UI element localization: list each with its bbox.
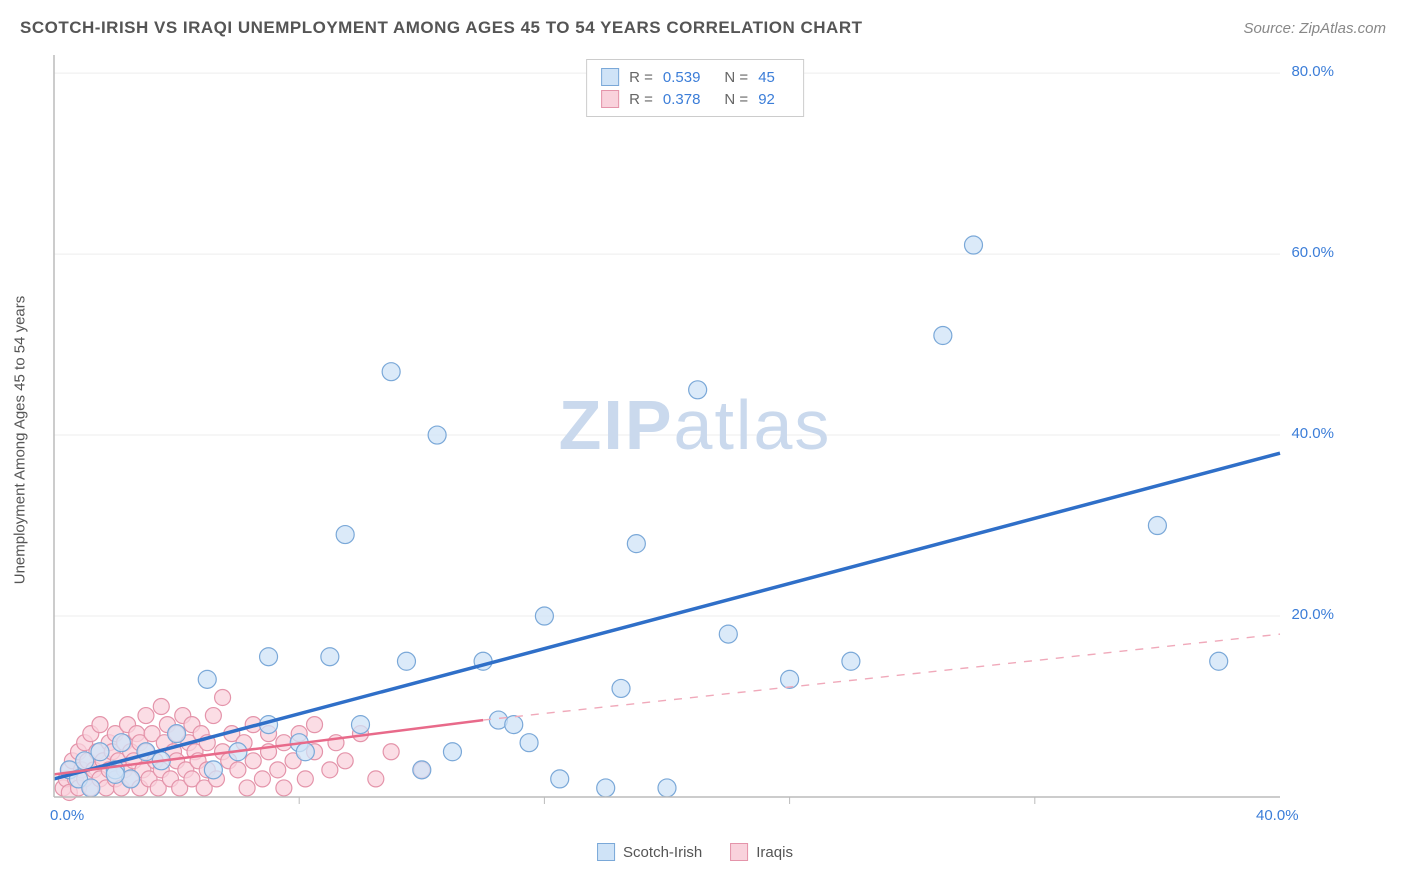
y-tick-label: 40.0%	[1291, 425, 1334, 442]
swatch-icon	[597, 843, 615, 861]
chart-area: Unemployment Among Ages 45 to 54 years Z…	[50, 55, 1340, 825]
chart-title: SCOTCH-IRISH VS IRAQI UNEMPLOYMENT AMONG…	[20, 18, 862, 38]
y-tick-label: 80.0%	[1291, 63, 1334, 80]
y-tick-label: 60.0%	[1291, 244, 1334, 261]
swatch-icon	[730, 843, 748, 861]
source-label: Source: ZipAtlas.com	[1243, 20, 1386, 37]
legend-stats: R = 0.539 N = 45 R = 0.378 N = 92	[586, 59, 804, 117]
legend-item: Scotch-Irish	[597, 843, 702, 861]
legend-stats-row: R = 0.378 N = 92	[601, 88, 789, 110]
scatter-plot	[50, 55, 1340, 825]
x-tick-label: 0.0%	[50, 807, 84, 824]
swatch-icon	[601, 90, 619, 108]
header: SCOTCH-IRISH VS IRAQI UNEMPLOYMENT AMONG…	[20, 18, 1386, 38]
legend-series: Scotch-Irish Iraqis	[597, 843, 793, 861]
legend-stats-row: R = 0.539 N = 45	[601, 66, 789, 88]
y-tick-label: 20.0%	[1291, 606, 1334, 623]
swatch-icon	[601, 68, 619, 86]
x-tick-label: 40.0%	[1256, 807, 1299, 824]
legend-item: Iraqis	[730, 843, 793, 861]
y-axis-label: Unemployment Among Ages 45 to 54 years	[12, 296, 29, 585]
